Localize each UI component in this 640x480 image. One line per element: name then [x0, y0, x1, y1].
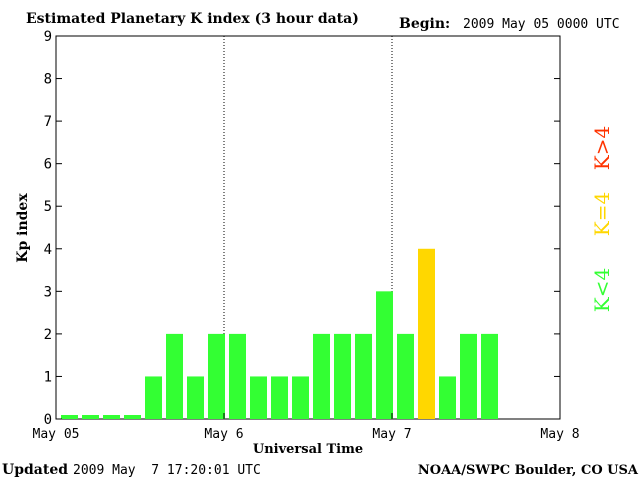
x-ticks: May 05 May 6 May 7 May 8 [33, 413, 580, 442]
kp-bar [481, 333, 498, 419]
kp-bar [166, 333, 183, 419]
kp-bar [439, 376, 456, 419]
kp-bar [355, 333, 372, 419]
x-tick-label: May 8 [540, 427, 579, 442]
kp-bar [208, 333, 225, 419]
footer-updated-label: Updated [2, 462, 68, 478]
footer-updated-value: 2009 May 7 17:20:01 UTC [73, 463, 261, 478]
x-tick-label: May 05 [33, 427, 80, 442]
footer-source: NOAA/SWPC Boulder, CO USA [418, 463, 639, 478]
kp-bar [418, 248, 435, 419]
kp-bar [313, 333, 330, 419]
kp-bar [61, 415, 78, 419]
x-axis-label: Universal Time [253, 442, 363, 457]
kp-bar [334, 333, 351, 419]
y-tick-label: 4 [44, 242, 52, 258]
y-tick-label: 8 [44, 72, 52, 88]
kp-bar [250, 376, 267, 419]
kp-bar [145, 376, 162, 419]
kp-bar [103, 415, 120, 419]
kp-bar [271, 376, 288, 419]
y-axis-label: Kp index [15, 193, 31, 263]
legend-entry: K<4 [590, 268, 614, 312]
kp-bar [292, 376, 309, 419]
y-tick-label: 0 [44, 412, 52, 428]
y-tick-label: 2 [44, 327, 52, 343]
kp-bar [229, 333, 246, 419]
legend-entry: K>4 [590, 126, 614, 170]
plot-area: 0 1 2 3 4 5 6 7 8 9 May 05 May 6 May 7 May 8 [33, 29, 580, 442]
x-tick-label: May 6 [204, 427, 243, 442]
legend-entry: K=4 [590, 192, 614, 236]
kp-bars [61, 248, 498, 419]
y-tick-label: 1 [44, 369, 52, 385]
x-tick-label: May 7 [372, 427, 411, 442]
chart-title: Estimated Planetary K index (3 hour data… [26, 11, 359, 27]
begin-label: Begin: [399, 16, 450, 32]
y-tick-label: 9 [44, 29, 52, 45]
y-tick-label: 3 [44, 284, 52, 300]
legend: K<4 K=4 K>4 [590, 126, 614, 312]
kp-bar [397, 333, 414, 419]
y-ticks: 0 1 2 3 4 5 6 7 8 9 [44, 29, 560, 428]
y-tick-label: 7 [44, 114, 52, 130]
kp-bar [376, 291, 393, 419]
kp-bar [187, 376, 204, 419]
begin-value: 2009 May 05 0000 UTC [463, 17, 620, 32]
kp-bar [124, 415, 141, 419]
kp-bar [82, 415, 99, 419]
y-tick-label: 6 [44, 157, 52, 173]
kp-bar [460, 333, 477, 419]
day-dividers [223, 36, 393, 419]
y-tick-label: 5 [44, 199, 52, 215]
